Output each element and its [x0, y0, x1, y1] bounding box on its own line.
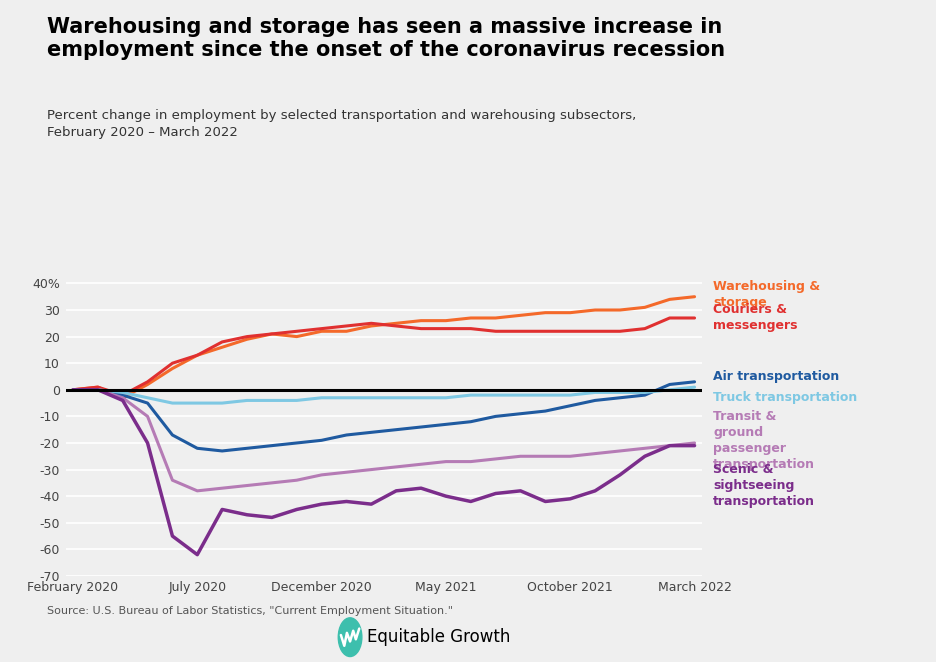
Text: Truck transportation: Truck transportation	[713, 391, 857, 404]
Text: Air transportation: Air transportation	[713, 370, 840, 383]
Circle shape	[338, 618, 362, 657]
Text: Source: U.S. Bureau of Labor Statistics, "Current Employment Situation.": Source: U.S. Bureau of Labor Statistics,…	[47, 606, 453, 616]
Text: Couriers &
messengers: Couriers & messengers	[713, 303, 797, 332]
Text: Percent change in employment by selected transportation and warehousing subsecto: Percent change in employment by selected…	[47, 109, 636, 139]
Text: Warehousing and storage has seen a massive increase in
employment since the onse: Warehousing and storage has seen a massi…	[47, 17, 724, 60]
Text: Scenic &
sightseeing
transportation: Scenic & sightseeing transportation	[713, 463, 815, 508]
Text: Transit &
ground
passenger
transportation: Transit & ground passenger transportatio…	[713, 410, 815, 471]
Text: Equitable Growth: Equitable Growth	[367, 628, 510, 646]
Text: Warehousing &
storage: Warehousing & storage	[713, 279, 820, 308]
